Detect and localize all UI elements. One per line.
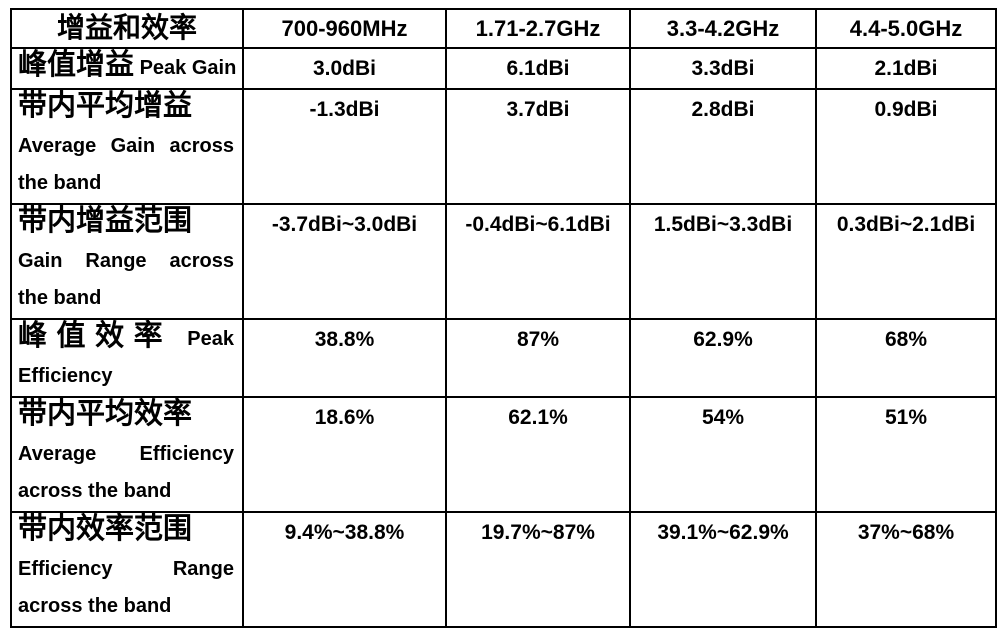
table-row-peak-efficiency: 峰值效率 Peak Efficiency 38.8% 87% 62.9% 68%: [10, 318, 997, 398]
gain-range-value-2: -0.4dBi~6.1dBi: [445, 203, 631, 320]
cjk-text: 增益和效率: [56, 12, 197, 43]
efficiency-range-value-3: 39.1%~62.9%: [629, 511, 817, 628]
average-gain-value-1: -1.3dBi: [242, 88, 447, 205]
row-label-average-gain: 带内平均增益 Average Gain across the band: [10, 88, 244, 205]
average-gain-value-2: 3.7dBi: [445, 88, 631, 205]
band-header-2: 1.71-2.7GHz: [445, 8, 631, 49]
label-line: Average Gain across: [18, 135, 234, 157]
peak-efficiency-value-2: 87%: [445, 318, 631, 398]
label-line: 峰值效率 Peak: [18, 320, 234, 352]
label-line: the band: [18, 287, 102, 309]
peak-efficiency-value-1: 38.8%: [242, 318, 447, 398]
band-header-1: 700-960MHz: [242, 8, 447, 49]
table-title-cell: 增益和效率: [10, 8, 244, 49]
gain-efficiency-table: 增益和效率 700-960MHz 1.71-2.7GHz 3.3-4.2GHz 4.4…: [10, 8, 997, 628]
label-line: across the band: [18, 480, 172, 502]
average-efficiency-value-1: 18.6%: [242, 396, 447, 513]
row-label-peak-gain: 峰值增益 Peak Gain: [10, 47, 244, 90]
average-gain-value-4: 0.9dBi: [815, 88, 997, 205]
efficiency-range-value-1: 9.4%~38.8%: [242, 511, 447, 628]
peak-gain-value-1: 3.0dBi: [242, 47, 447, 90]
peak-gain-value-4: 2.1dBi: [815, 47, 997, 90]
label-line: 带内平均效率: [18, 399, 234, 436]
gain-range-value-3: 1.5dBi~3.3dBi: [629, 203, 817, 320]
average-gain-value-3: 2.8dBi: [629, 88, 817, 205]
label-line: 带内增益范围: [18, 206, 234, 243]
average-efficiency-value-2: 62.1%: [445, 396, 631, 513]
row-label-average-efficiency: 带内平均效率 Average Efficiency across the band: [10, 396, 244, 513]
table-row-average-efficiency: 带内平均效率 Average Efficiency across the band 1…: [10, 396, 997, 513]
cjk-text: 峰值增益: [18, 49, 135, 81]
header-row: 增益和效率 700-960MHz 1.71-2.7GHz 3.3-4.2GHz 4.4…: [10, 8, 997, 49]
table-row-gain-range: 带内增益范围 Gain Range across the band -3.7dBi~3…: [10, 203, 997, 320]
label-line: 峰值增益 Peak Gain: [18, 49, 237, 81]
table-row-average-gain: 带内平均增益 Average Gain across the band -1.3dBi…: [10, 88, 997, 205]
average-efficiency-value-4: 51%: [815, 396, 997, 513]
cjk-text: 峰值效率: [18, 320, 173, 352]
peak-efficiency-value-3: 62.9%: [629, 318, 817, 398]
row-label-peak-efficiency: 峰值效率 Peak Efficiency: [10, 318, 244, 398]
band-header-3: 3.3-4.2GHz: [629, 8, 817, 49]
cjk-text: 带内增益范围: [18, 205, 193, 237]
cjk-text: 带内平均增益: [18, 90, 193, 122]
peak-gain-value-3: 3.3dBi: [629, 47, 817, 90]
label-line: Efficiency: [18, 365, 113, 387]
efficiency-range-value-2: 19.7%~87%: [445, 511, 631, 628]
label-line: 带内效率范围: [18, 514, 234, 551]
gain-range-value-1: -3.7dBi~3.0dBi: [242, 203, 447, 320]
average-efficiency-value-3: 54%: [629, 396, 817, 513]
peak-efficiency-value-4: 68%: [815, 318, 997, 398]
gain-range-value-4: 0.3dBi~2.1dBi: [815, 203, 997, 320]
row-label-gain-range: 带内增益范围 Gain Range across the band: [10, 203, 244, 320]
label-line: Efficiency Range: [18, 558, 234, 580]
efficiency-range-value-4: 37%~68%: [815, 511, 997, 628]
row-label-efficiency-range: 带内效率范围 Efficiency Range across the band: [10, 511, 244, 628]
label-line: Gain Range across: [18, 250, 234, 272]
label-line: across the band: [18, 595, 172, 617]
peak-gain-value-2: 6.1dBi: [445, 47, 631, 90]
cjk-text: 带内平均效率: [18, 398, 193, 430]
table-row-efficiency-range: 带内效率范围 Efficiency Range across the band 9.4…: [10, 511, 997, 628]
cjk-text: 带内效率范围: [18, 513, 193, 545]
band-header-4: 4.4-5.0GHz: [815, 8, 997, 49]
label-line: 带内平均增益: [18, 91, 234, 128]
label-line: the band: [18, 172, 102, 194]
table-row-peak-gain: 峰值增益 Peak Gain 3.0dBi 6.1dBi 3.3dBi 2.1dBi: [10, 47, 997, 90]
label-line: Average Efficiency: [18, 443, 234, 465]
